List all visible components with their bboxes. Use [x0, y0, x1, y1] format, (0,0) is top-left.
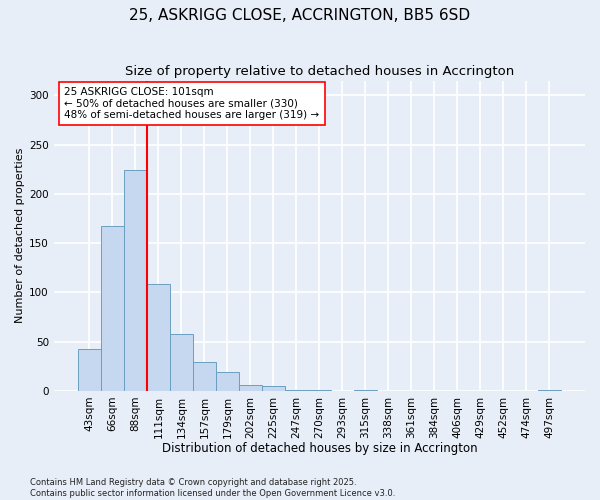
Text: 25, ASKRIGG CLOSE, ACCRINGTON, BB5 6SD: 25, ASKRIGG CLOSE, ACCRINGTON, BB5 6SD	[130, 8, 470, 22]
Bar	[538, 390, 561, 391]
Bar	[216, 372, 239, 391]
Title: Size of property relative to detached houses in Accrington: Size of property relative to detached ho…	[125, 65, 514, 78]
Bar	[193, 362, 216, 391]
Bar	[170, 334, 193, 391]
Bar	[239, 385, 262, 391]
Text: Contains HM Land Registry data © Crown copyright and database right 2025.
Contai: Contains HM Land Registry data © Crown c…	[30, 478, 395, 498]
Y-axis label: Number of detached properties: Number of detached properties	[15, 148, 25, 324]
Text: 25 ASKRIGG CLOSE: 101sqm
← 50% of detached houses are smaller (330)
48% of semi-: 25 ASKRIGG CLOSE: 101sqm ← 50% of detach…	[64, 87, 320, 120]
X-axis label: Distribution of detached houses by size in Accrington: Distribution of detached houses by size …	[161, 442, 477, 455]
Bar	[285, 390, 308, 391]
Bar	[124, 170, 147, 391]
Bar	[147, 284, 170, 391]
Bar	[78, 350, 101, 391]
Bar	[262, 386, 285, 391]
Bar	[308, 390, 331, 391]
Bar	[101, 226, 124, 391]
Bar	[354, 390, 377, 391]
